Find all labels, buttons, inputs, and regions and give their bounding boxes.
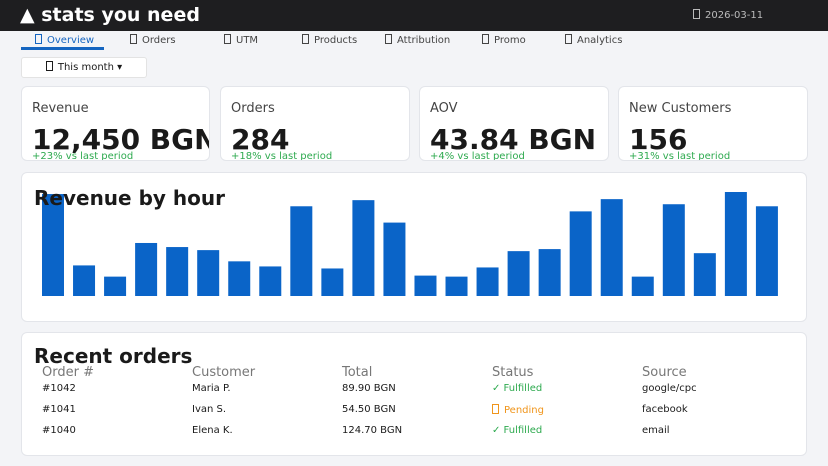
- bar: [600, 199, 623, 296]
- cell: 89.90 BGN: [342, 383, 396, 394]
- orders-title: Recent orders: [34, 344, 193, 368]
- cell: #1042: [42, 383, 76, 394]
- kpi-label: AOV: [430, 101, 458, 116]
- bar: [259, 266, 282, 296]
- kpi-card: Revenue 12,450 BGN +23% vs last period: [21, 86, 210, 161]
- kpi-label: New Customers: [629, 101, 732, 116]
- tab[interactable]: UTM: [224, 34, 258, 46]
- brand: ▲ stats you need: [20, 4, 200, 26]
- tab[interactable]: Promo: [482, 34, 526, 46]
- cell: Maria P.: [192, 383, 231, 394]
- column-header: Order #: [42, 365, 94, 380]
- kpi-change: +31% vs last period: [629, 151, 731, 161]
- bar: [383, 222, 406, 296]
- kpi-card: Orders 284 +18% vs last period: [220, 86, 410, 161]
- bar: [290, 206, 313, 296]
- bar: [507, 251, 530, 296]
- bar: [135, 242, 158, 296]
- cell: facebook: [642, 404, 688, 415]
- bar: [104, 276, 127, 296]
- bar: [538, 249, 561, 296]
- kpi-card: AOV 43.84 BGN +4% vs last period: [419, 86, 609, 161]
- kpi-change: +4% vs last period: [430, 151, 525, 161]
- bar: [724, 192, 747, 296]
- cell: google/cpc: [642, 383, 697, 394]
- bar: [73, 265, 96, 296]
- kpi-label: Orders: [231, 101, 275, 116]
- tab[interactable]: Analytics: [565, 34, 622, 46]
- tab[interactable]: Orders: [130, 34, 176, 46]
- bar: [631, 276, 654, 296]
- column-header: Status: [492, 365, 534, 380]
- kpi-value: 43.84 BGN: [430, 123, 597, 156]
- column-header: Total: [342, 365, 373, 380]
- cell: Ivan S.: [192, 404, 227, 415]
- bar: [42, 194, 64, 296]
- tab[interactable]: Attribution: [385, 34, 450, 46]
- bar: [197, 250, 220, 296]
- kpi-label: Revenue: [32, 101, 89, 116]
- cell: 54.50 BGN: [342, 404, 396, 415]
- kpi-card: New Customers 156 +31% vs last period: [618, 86, 808, 161]
- kpi-change: +18% vs last period: [231, 151, 333, 161]
- cell: Elena K.: [192, 425, 233, 436]
- kpi-change: +23% vs last period: [32, 151, 134, 161]
- cell: #1041: [42, 404, 76, 415]
- chart-card: Revenue by hour: [21, 172, 807, 322]
- bar: [693, 253, 716, 296]
- kpi-value: 284: [231, 123, 290, 156]
- bar: [228, 261, 251, 296]
- status: ✓ Fulfilled: [492, 383, 543, 394]
- orders-card: Recent orders Order # Customer Total Status…: [21, 332, 807, 456]
- period-select[interactable]: This month ▾: [21, 57, 147, 78]
- bar: [755, 206, 778, 296]
- chart: [42, 192, 778, 296]
- bar: [445, 276, 468, 296]
- bar: [352, 200, 375, 296]
- status: ✓ Fulfilled: [492, 425, 543, 436]
- column-header: Customer: [192, 365, 256, 380]
- bar: [321, 268, 344, 296]
- tab[interactable]: Products: [302, 34, 357, 46]
- bar: [662, 204, 685, 296]
- bar: [476, 267, 499, 296]
- cell: #1040: [42, 425, 76, 436]
- kpi-value: 12,450 BGN: [32, 123, 210, 156]
- kpi-value: 156: [629, 123, 688, 156]
- date: 2026-03-11: [693, 9, 763, 21]
- status: Pending: [492, 404, 544, 416]
- cell: email: [642, 425, 670, 436]
- bar: [569, 211, 592, 296]
- top-bar: [0, 0, 828, 31]
- bar: [166, 247, 189, 296]
- bar: [414, 275, 437, 296]
- cell: 124.70 BGN: [342, 425, 403, 436]
- tab[interactable]: Overview: [35, 34, 94, 46]
- active-underline: [21, 47, 104, 50]
- chart-title: Revenue by hour: [34, 186, 225, 210]
- column-header: Source: [642, 365, 687, 380]
